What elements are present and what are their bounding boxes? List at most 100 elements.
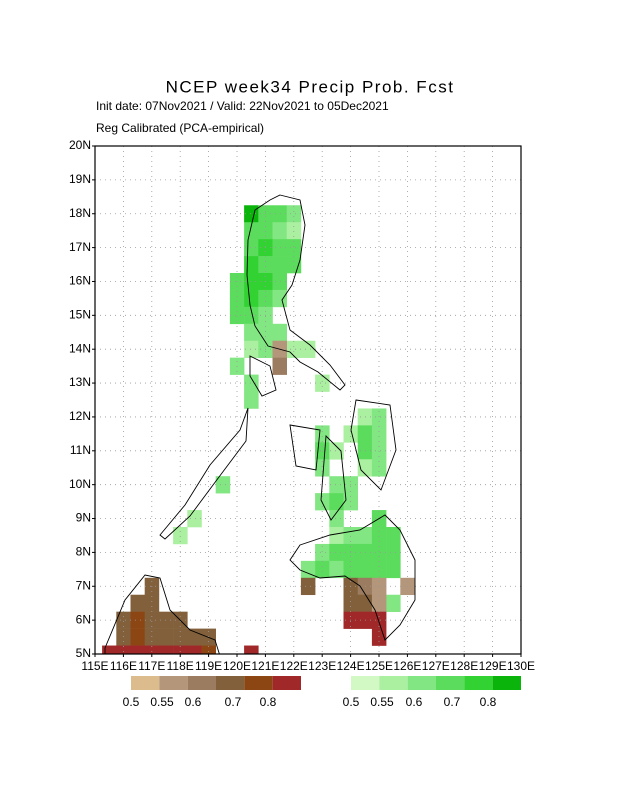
prob-cell [144, 611, 160, 629]
prob-cell [371, 594, 387, 612]
subtitle: Init date: 07Nov2021 / Valid: 22Nov2021 … [96, 99, 389, 113]
map-frame [94, 145, 522, 655]
coast-luzon [246, 194, 346, 391]
prob-cell [315, 543, 330, 562]
prob-cell [343, 560, 358, 579]
prob-cell [371, 425, 387, 443]
x-tick-label: 126E [393, 659, 421, 673]
y-tick-label: 7N [76, 578, 91, 592]
prob-cell [258, 289, 273, 308]
x-tick-label: 121E [251, 659, 279, 673]
prob-cell [258, 256, 273, 274]
prob-cell [272, 357, 287, 375]
prob-cell [371, 459, 387, 477]
prob-cell [315, 374, 330, 392]
prob-cell [215, 476, 231, 494]
x-tick-label: 127E [422, 659, 450, 673]
prob-cell [144, 645, 160, 654]
x-tick-label: 117E [138, 659, 165, 673]
prob-cell [300, 340, 316, 358]
y-tick-label: 18N [69, 206, 91, 220]
prob-cell [357, 611, 373, 629]
prob-cell [357, 577, 373, 596]
coast-panay [289, 424, 321, 471]
x-tick-label: 115E [81, 659, 108, 673]
prob-cell [158, 628, 174, 646]
cell-layer [102, 205, 415, 654]
y-tick-label: 17N [69, 240, 91, 254]
prob-cell [315, 425, 330, 443]
prob-cell [229, 306, 245, 325]
prob-cell [329, 510, 344, 528]
prob-cell [130, 628, 145, 646]
coast-borneo [104, 574, 220, 654]
legend-swatch [379, 676, 408, 690]
prob-cell [258, 222, 273, 240]
prob-cell [371, 611, 387, 629]
prob-cell [102, 645, 117, 654]
y-tick-label: 10N [69, 477, 91, 491]
prob-cell [357, 408, 373, 426]
prob-cell [244, 205, 259, 223]
prob-cell [315, 459, 330, 477]
prob-cell [173, 628, 188, 646]
prob-cell [116, 611, 131, 629]
legend-swatch [464, 676, 493, 690]
prob-cell [272, 205, 287, 223]
prob-cell [300, 560, 316, 579]
grid-layer [95, 146, 521, 654]
prob-cell [286, 340, 302, 358]
prob-cell [130, 611, 145, 629]
y-tick-label: 12N [69, 409, 91, 423]
legend-label: 0.5 [343, 695, 360, 709]
prob-cell [286, 205, 302, 223]
prob-cell [371, 560, 387, 579]
prob-cell [300, 577, 316, 596]
prob-cell [244, 340, 259, 358]
prob-cell [244, 374, 259, 392]
title: NCEP week34 Precip Prob. Fcst [166, 77, 455, 96]
coast-mindanao [289, 514, 416, 641]
prob-cell [286, 222, 302, 240]
prob-cell [343, 594, 358, 612]
prob-cell [244, 222, 259, 240]
prob-cell [144, 594, 160, 612]
legend-label: 0.7 [225, 695, 242, 709]
prob-cell [371, 408, 387, 426]
prob-cell [272, 289, 287, 308]
legend-swatch [244, 676, 273, 690]
coast-negros [320, 434, 347, 521]
prob-cell [357, 527, 373, 545]
legend-swatch [272, 676, 301, 690]
prob-cell [187, 510, 202, 528]
prob-cell [357, 459, 373, 477]
legend-swatch [407, 676, 436, 690]
legend-label: 0.5 [123, 695, 140, 709]
prob-cell [357, 560, 373, 579]
legend-swatch [351, 676, 380, 690]
legend-swatch [492, 676, 521, 690]
prob-cell [272, 256, 287, 274]
y-tick-label: 11N [70, 443, 91, 457]
prob-cell [329, 527, 344, 545]
prob-cell [187, 645, 202, 654]
prob-cell [272, 273, 287, 291]
y-tick-label: 14N [69, 341, 91, 355]
legend-swatch [131, 676, 160, 690]
y-tick-label: 16N [69, 274, 91, 288]
legend-label: 0.8 [480, 695, 497, 709]
y-tick-label: 5N [76, 646, 91, 660]
y-tick-label: 9N [76, 511, 91, 525]
prob-cell [158, 645, 174, 654]
x-tick-label: 116E [110, 659, 137, 673]
x-tick-label: 125E [365, 659, 393, 673]
y-tick-label: 6N [76, 612, 91, 626]
prob-cell [329, 493, 344, 511]
prob-cell [315, 560, 330, 579]
prob-cell [244, 289, 259, 308]
x-tick-label: 119E [195, 659, 222, 673]
prob-cell [173, 527, 188, 545]
prob-cell [357, 425, 373, 443]
legend-label: 0.7 [444, 695, 461, 709]
